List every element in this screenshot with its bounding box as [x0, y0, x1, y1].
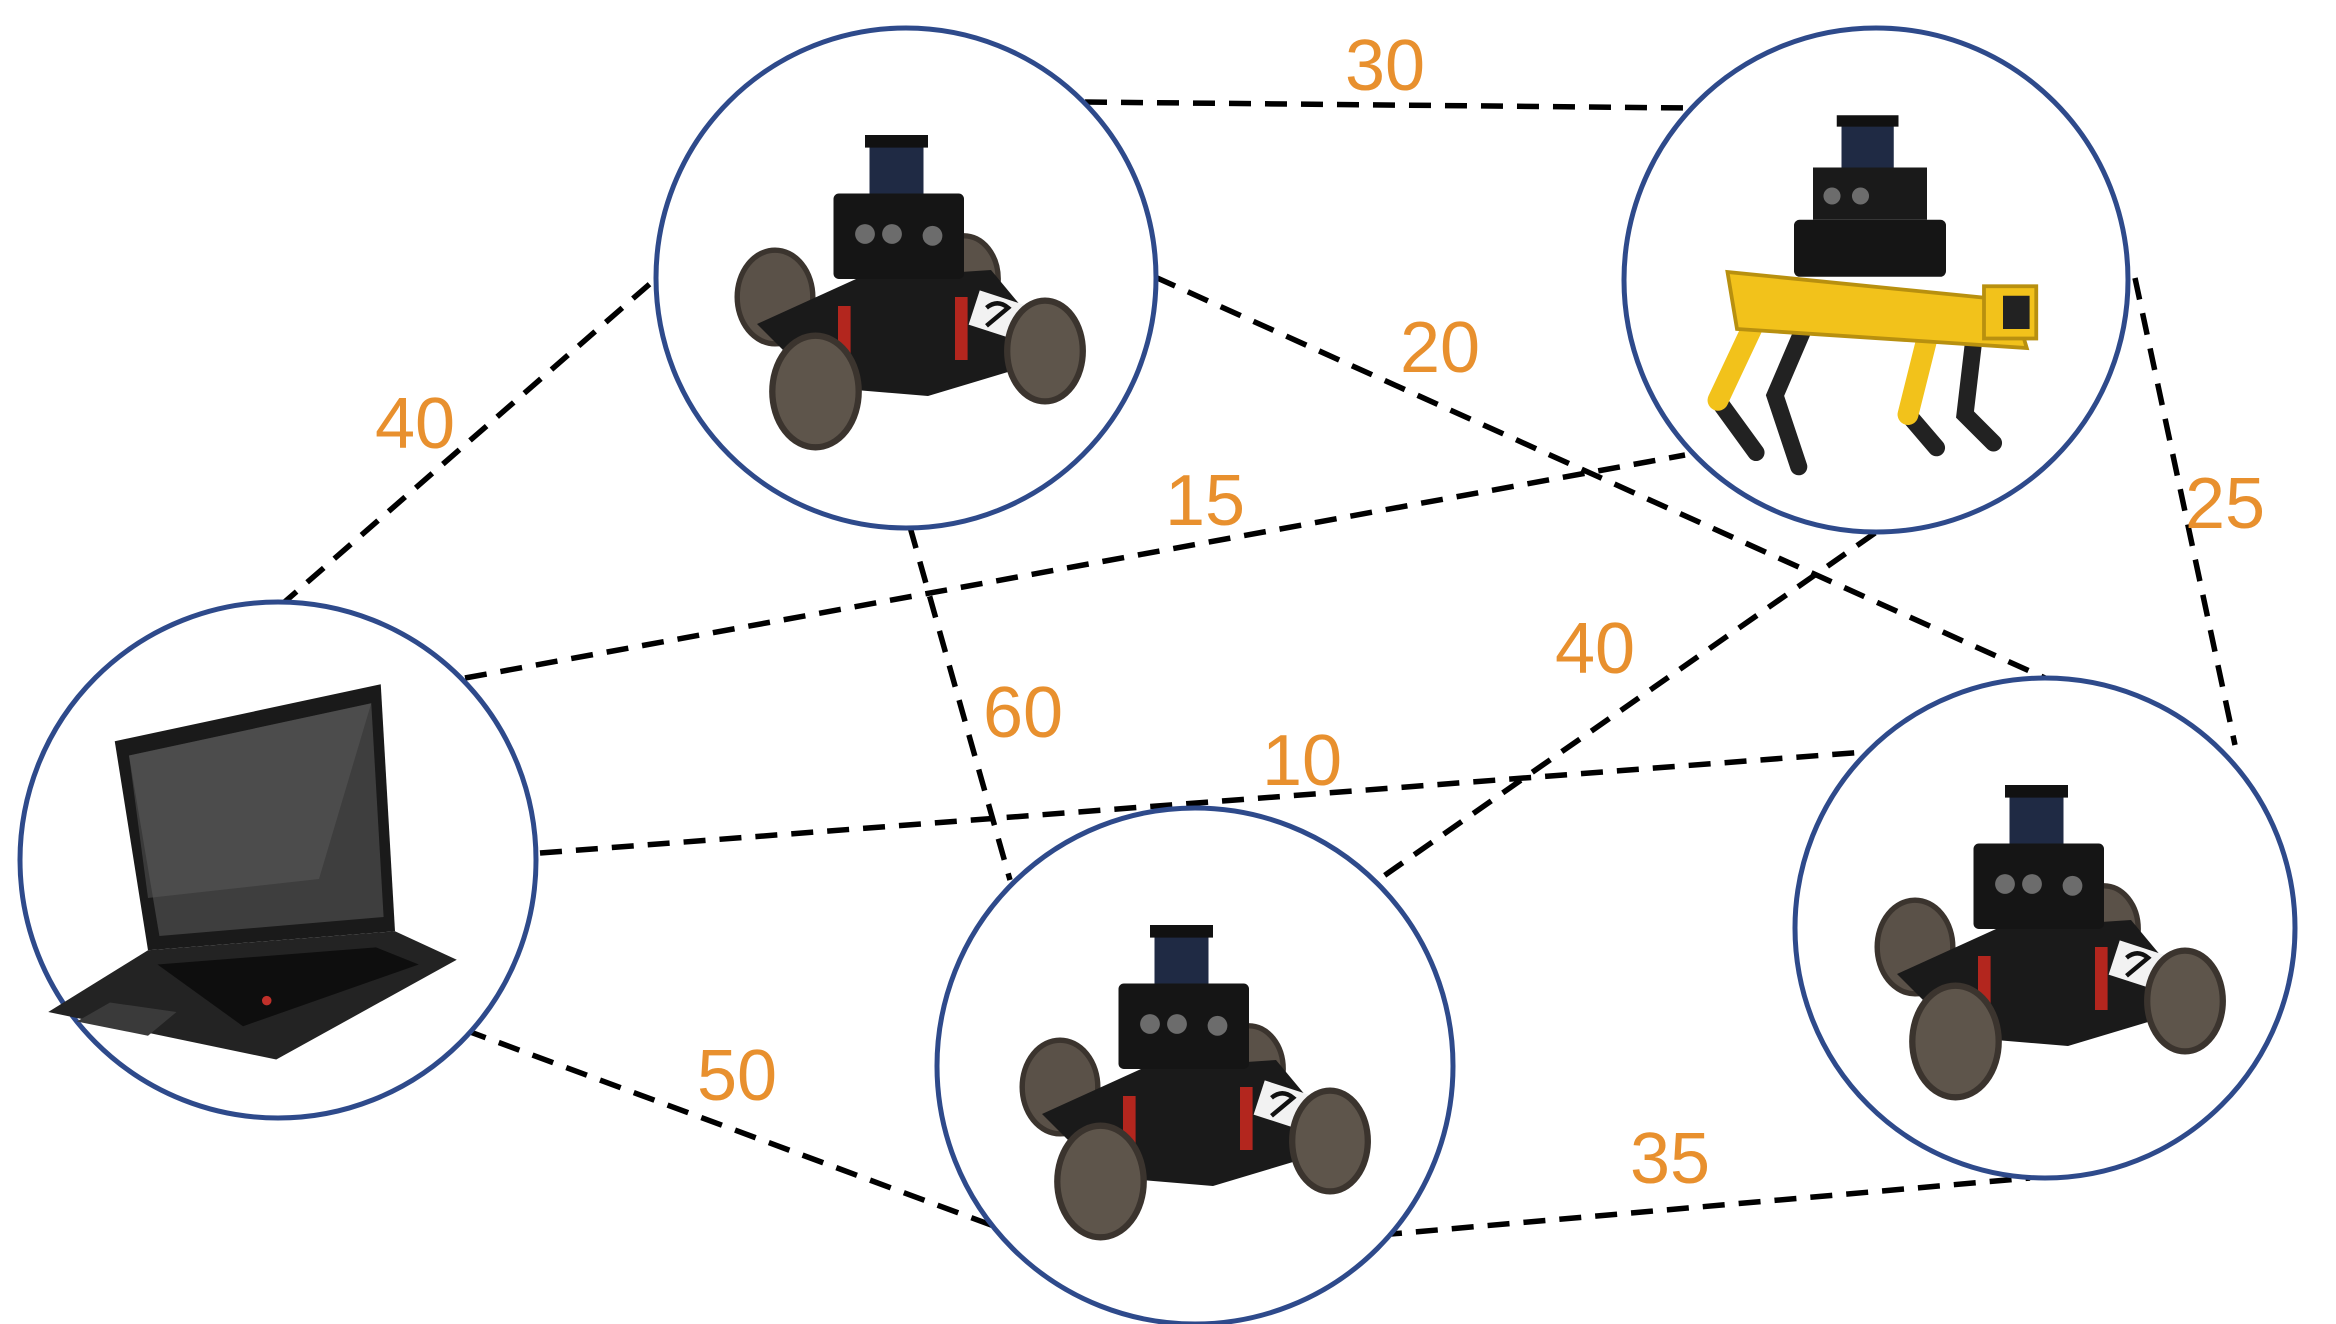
node-rover-right: [1792, 675, 2298, 1181]
node-rover-bottom: [934, 805, 1456, 1324]
edge-spot-roverbottom: [1376, 530, 1877, 883]
edge-labels: 40 30 20 15 25 60 40 10 50 35: [375, 26, 2265, 1199]
node-laptop: [17, 599, 539, 1121]
edge-label-spot-roverright: 25: [2185, 464, 2265, 544]
node-rover-top: [653, 25, 1159, 531]
edge-label-roverbottom-roverright: 35: [1630, 1119, 1710, 1199]
edge-label-laptop-roverright: 10: [1262, 721, 1342, 801]
edge-laptop-roverright: [539, 749, 1866, 856]
edge-label-laptop-spot: 15: [1165, 461, 1245, 541]
edge-label-laptop-roverbottom: 50: [697, 1036, 777, 1116]
edge-label-rovertop-spot: 30: [1345, 26, 1425, 106]
edge-laptop-rovertop: [278, 272, 662, 609]
edge-rovertop-roverbottom: [907, 526, 1013, 881]
edge-roverbottom-roverright: [1379, 1175, 2031, 1238]
edge-spot-roverright: [2132, 277, 2238, 746]
edge-label-rovertop-roverright: 20: [1400, 308, 1480, 388]
edge-label-spot-roverbottom: 40: [1555, 609, 1635, 689]
edge-rovertop-roverright: [1153, 274, 2047, 681]
edge-rovertop-spot: [1084, 99, 1691, 111]
edges: [278, 99, 2238, 1238]
edge-laptop-roverbottom: [464, 1027, 1011, 1235]
edge-label-rovertop-roverbottom: 60: [983, 673, 1063, 753]
edge-laptop-spot: [464, 452, 1686, 681]
edge-label-laptop-rovertop: 40: [375, 384, 455, 464]
node-spot: [1621, 25, 2131, 535]
